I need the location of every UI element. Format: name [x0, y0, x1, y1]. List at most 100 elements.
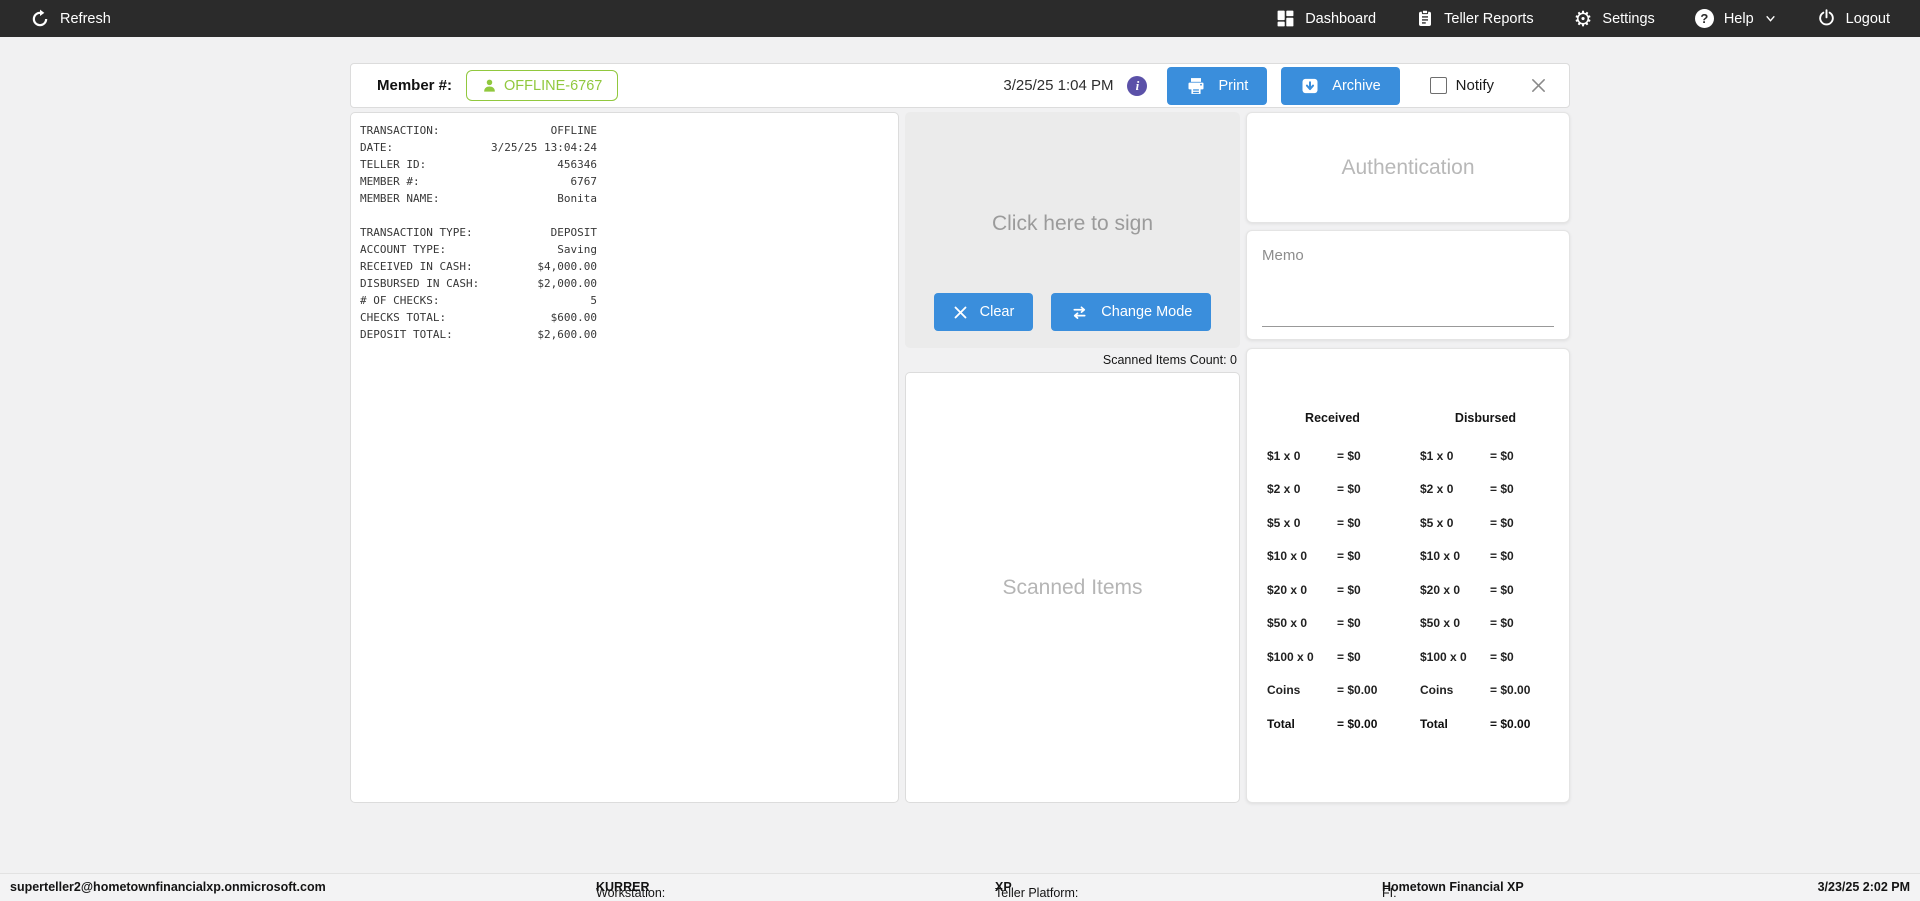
platform-value: XP: [995, 880, 1012, 894]
denomination-amount: = $0: [1490, 515, 1514, 530]
receipt-text: TRANSACTION: OFFLINE DATE: 3/25/25 13:04:24…: [360, 122, 597, 343]
receipt-row: # OF CHECKS: 5: [360, 292, 597, 309]
receipt-field-value: $2,000.00: [537, 277, 597, 290]
receipt-field-label: MEMBER #:: [360, 175, 420, 188]
cash-row: Total = $0.00: [1267, 707, 1398, 741]
close-transaction-button[interactable]: [1522, 73, 1555, 98]
nav-settings[interactable]: ⚙ Settings: [1573, 6, 1655, 31]
receipt-field-label: RECEIVED IN CASH:: [360, 260, 473, 273]
cash-row: $50 x 0 = $0: [1420, 607, 1551, 641]
notify-toggle[interactable]: Notify: [1429, 77, 1494, 94]
receipt-field-value: 6767: [570, 175, 598, 188]
archive-box-icon: [1300, 76, 1320, 96]
denomination-amount: = $0: [1337, 649, 1361, 664]
scanned-items-panel: Scanned Items: [905, 372, 1240, 803]
cash-row: $5 x 0 = $0: [1267, 506, 1398, 540]
question-circle-icon: ?: [1694, 9, 1714, 28]
member-header-bar: Member #: OFFLINE-6767 3/25/25 1:04 PM i: [350, 63, 1570, 108]
denomination-amount: = $0.00: [1490, 683, 1531, 698]
memo-label: Memo: [1262, 247, 1304, 264]
power-icon: [1817, 9, 1836, 28]
chevron-down-icon: [1764, 12, 1777, 25]
archive-button[interactable]: Archive: [1281, 66, 1400, 105]
clear-signature-button[interactable]: Clear: [933, 293, 1034, 331]
disbursed-rows: $1 x 0 = $0 $2 x 0 = $0 $5 x 0 = $0 $10 x 0 = $…: [1420, 439, 1551, 741]
denomination-label: $5 x 0: [1267, 515, 1301, 530]
clear-button-label: Clear: [979, 304, 1015, 320]
status-bar: superteller2@hometownfinancialxp.onmicro…: [0, 873, 1920, 901]
change-mode-button-label: Change Mode: [1101, 304, 1193, 320]
refresh-button[interactable]: Refresh: [30, 9, 111, 29]
signature-pad[interactable]: Click here to sign Clear: [905, 112, 1240, 348]
cash-row: $2 x 0 = $0: [1267, 473, 1398, 507]
denomination-amount: = $0: [1490, 616, 1514, 631]
receipt-field-label: DISBURSED IN CASH:: [360, 277, 480, 290]
financial-institution-status: FI: Hometown Financial XP: [1382, 880, 1524, 900]
nav-dashboard[interactable]: Dashboard: [1276, 9, 1376, 28]
nav-dashboard-label: Dashboard: [1305, 10, 1377, 27]
receipt-field-label: MEMBER NAME:: [360, 192, 440, 205]
cash-row: Coins = $0.00: [1420, 674, 1551, 708]
archive-button-label: Archive: [1332, 77, 1381, 94]
receipt-spacer: [360, 207, 597, 224]
denomination-label: $1 x 0: [1420, 448, 1454, 463]
denomination-amount: = $0.00: [1337, 683, 1378, 698]
received-header: Received: [1305, 411, 1360, 425]
notify-checkbox[interactable]: [1429, 77, 1447, 94]
cash-count-panel: Received $1 x 0 = $0 $2 x 0 = $0 $5 x 0 = $0 $…: [1246, 348, 1570, 803]
denomination-amount: = $0: [1337, 582, 1361, 597]
nav-logout[interactable]: Logout: [1817, 9, 1890, 28]
denomination-label: $2 x 0: [1267, 482, 1301, 497]
denomination-label: $100 x 0: [1420, 649, 1467, 664]
close-icon: [1530, 77, 1547, 94]
cash-received-column: Received $1 x 0 = $0 $2 x 0 = $0 $5 x 0 = $0 $…: [1267, 411, 1398, 802]
receipt-row: DATE: 3/25/25 13:04:24: [360, 139, 597, 156]
fi-label: FI:: [1382, 886, 1397, 900]
refresh-label: Refresh: [60, 10, 111, 27]
workstation-label: Workstation:: [596, 886, 666, 900]
denomination-amount: = $0: [1490, 448, 1514, 463]
print-button[interactable]: Print: [1167, 66, 1268, 105]
receipt-field-value: 456346: [557, 158, 597, 171]
denomination-label: $100 x 0: [1267, 649, 1314, 664]
member-button[interactable]: OFFLINE-6767: [466, 70, 619, 101]
denomination-amount: = $0: [1337, 448, 1361, 463]
info-icon[interactable]: i: [1127, 75, 1148, 96]
receipt-row: DEPOSIT TOTAL: $2,600.00: [360, 326, 597, 343]
denomination-label: $50 x 0: [1267, 616, 1308, 631]
nav-teller-reports[interactable]: Teller Reports: [1416, 9, 1534, 28]
memo-input[interactable]: [1262, 309, 1554, 327]
receipt-field-label: TRANSACTION:: [360, 124, 440, 137]
denomination-label: Coins: [1420, 683, 1454, 698]
nav-settings-label: Settings: [1602, 10, 1655, 27]
receipt-row: TRANSACTION TYPE: DEPOSIT: [360, 224, 597, 241]
signature-buttons: Clear Change Mode: [905, 293, 1240, 331]
receipt-field-value: $4,000.00: [537, 260, 597, 273]
denomination-amount: = $0.00: [1490, 716, 1531, 731]
top-navigation-bar: Refresh Dashboard Teller R: [0, 0, 1920, 37]
cash-row: $2 x 0 = $0: [1420, 473, 1551, 507]
nav-help[interactable]: ? Help: [1694, 9, 1777, 28]
signature-placeholder: Click here to sign: [991, 212, 1154, 235]
x-icon: [953, 305, 968, 320]
gear-icon: ⚙: [1573, 6, 1593, 31]
receipt-row: CHECKS TOTAL: $600.00: [360, 309, 597, 326]
denomination-label: $1 x 0: [1267, 448, 1301, 463]
cash-row: Total = $0.00: [1420, 707, 1551, 741]
receipt-field-label: # OF CHECKS:: [360, 294, 440, 307]
cash-row: $10 x 0 = $0: [1420, 540, 1551, 574]
transaction-view: Member #: OFFLINE-6767 3/25/25 1:04 PM i: [350, 63, 1570, 803]
cash-row: $5 x 0 = $0: [1420, 506, 1551, 540]
receipt-field-value: 3/25/25 13:04:24: [491, 141, 597, 154]
receipt-field-value: OFFLINE: [550, 124, 597, 137]
workstation-status: Workstation: KURRER: [596, 880, 665, 900]
cash-row: $50 x 0 = $0: [1267, 607, 1398, 641]
right-column: Authentication Memo Received $1 x 0 = $0 $…: [1246, 112, 1570, 803]
change-mode-button[interactable]: Change Mode: [1051, 293, 1212, 331]
receipt-field-value: 5: [590, 294, 597, 307]
denomination-amount: = $0: [1337, 549, 1361, 564]
receipt-field-value: DEPOSIT: [550, 226, 597, 239]
denomination-amount: = $0: [1490, 582, 1514, 597]
received-rows: $1 x 0 = $0 $2 x 0 = $0 $5 x 0 = $0 $10 x 0 = $…: [1267, 439, 1398, 741]
cash-row: $10 x 0 = $0: [1267, 540, 1398, 574]
